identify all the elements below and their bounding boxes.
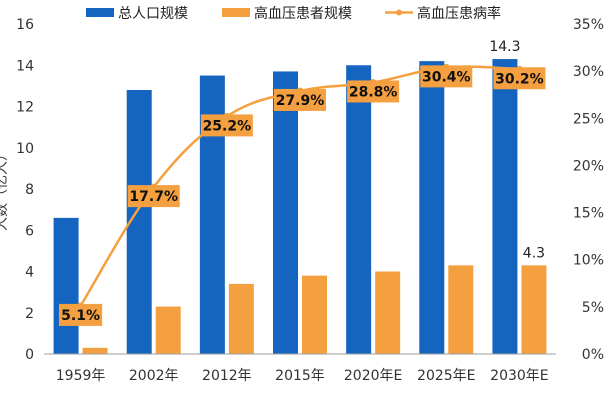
right-tick-label: 5% [582,300,604,316]
rate-label-background [347,80,400,103]
rate-label: 25.2% [203,118,252,134]
bars [53,59,547,354]
rate-label: 27.9% [276,93,325,109]
right-tick-label: 0% [582,347,604,363]
rate-labels: 5.1% 17.7% 25.2% 27.9% 28.8% 30.4% 30.2% [58,65,546,326]
bar-population [346,65,372,354]
bar-population [53,217,79,354]
rate-label-box: 5.1% [58,303,103,326]
legend-label: 高血压患病率 [417,5,501,22]
right-tick-label: 10% [573,253,604,269]
x-tick-label: 2025年E [417,368,475,384]
rate-label-background [200,114,253,137]
rate-label-background [58,303,103,326]
right-tick-label: 20% [573,158,604,174]
left-axis: 0 2 4 6 8 10 12 14 16 [16,17,34,363]
bar-population [492,59,518,354]
legend-label: 高血压患者规模 [254,5,352,22]
left-tick-label: 14 [16,58,34,74]
bar-value-label: 4.3 [523,245,545,261]
legend: 总人口规模 高血压患者规模 高血压患病率 [86,5,501,22]
left-tick-label: 4 [25,265,34,281]
rate-label-box: 17.7% [127,185,180,208]
legend-label: 总人口规模 [118,6,188,22]
rate-label: 5.1% [61,308,100,324]
left-tick-label: 2 [25,306,34,322]
rate-label-background [127,185,180,208]
bar-hypertension [155,306,181,354]
bar-population [419,61,445,354]
rate-label-background [274,88,326,111]
legend-item: 总人口规模 [86,6,188,22]
rate-label-box: 25.2% [200,114,253,137]
rate-label: 30.2% [495,71,544,87]
right-axis: 0% 5% 10% 15% 20% 25% 30% 35% [573,17,604,363]
rate-label: 30.4% [422,69,471,85]
legend-item: 高血压患病率 [385,5,501,22]
x-axis: 1959年 2002年 2012年 2015年 2020年E 2025年E 2030年E [56,368,549,384]
right-tick-label: 25% [573,111,604,127]
rate-label-background [493,67,546,90]
bar-hypertension [448,265,474,354]
bar-hypertension [228,283,254,354]
rate-label: 17.7% [129,189,178,205]
bar-hypertension [521,265,547,354]
right-tick-label: 15% [573,206,604,222]
left-tick-label: 8 [25,182,34,198]
bar-hypertension [82,347,108,354]
legend-marker [396,9,402,16]
left-tick-label: 10 [16,141,34,157]
rate-label-background [420,65,473,88]
bar-value-label: 14.3 [489,39,520,55]
left-tick-label: 12 [16,100,34,116]
rate-label-box: 30.2% [493,67,546,90]
y-axis-label: 人数（亿人） [0,147,10,231]
x-tick-label: 2020年E [344,368,402,384]
x-tick-label: 1959年 [56,368,106,384]
legend-swatch [222,8,250,17]
rate-label-box: 30.4% [420,65,473,88]
bar-hypertension [375,271,401,354]
right-tick-label: 30% [573,64,604,80]
bar-population [273,71,298,354]
left-tick-label: 0 [25,347,34,363]
rate-label-box: 27.9% [274,88,326,111]
rate-label: 28.8% [349,84,398,100]
left-tick-label: 16 [16,17,34,33]
right-tick-label: 35% [573,17,604,33]
x-tick-label: 2012年 [202,368,252,384]
x-tick-label: 2015年 [275,368,325,384]
rate-label-box: 28.8% [347,80,400,103]
left-tick-label: 6 [25,223,34,239]
legend-swatch [86,8,114,17]
x-tick-label: 2030年E [490,368,548,384]
x-tick-label: 2002年 [129,368,179,384]
value-labels: 14.3 4.3 [489,39,545,261]
bar-hypertension [302,275,327,354]
legend-item: 高血压患者规模 [222,5,352,22]
